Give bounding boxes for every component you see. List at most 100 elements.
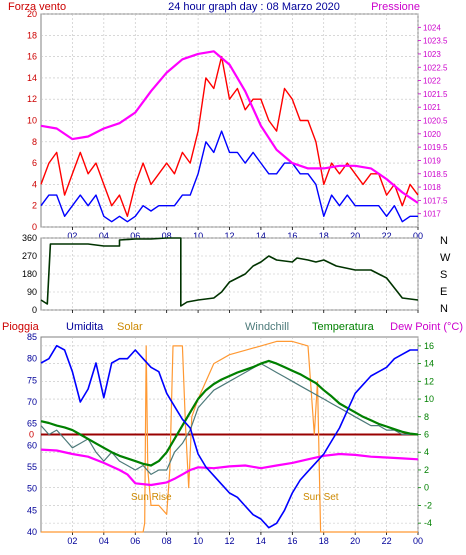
x-tick-label: 12 [224,536,234,546]
x-tick-label: 14 [256,536,266,546]
y-right-tick-label: 1018.5 [423,170,448,179]
wind-axis-title: Forza vento [8,1,66,13]
x-tick-label: 08 [162,536,172,546]
x-tick-label: 06 [130,231,140,241]
y-left-tick-label: 80 [27,354,37,364]
y-left-tick-label: 18 [27,30,37,40]
y-right-tick-label: 1022 [423,77,441,86]
sunset-annotation: Sun Set [303,492,339,503]
y-left-tick-label: 0 [32,222,37,232]
y-right-tick-label: 8 [424,412,429,422]
y-right-tick-label: 1019.5 [423,143,448,152]
y-right-tick-label: 1024 [423,23,441,32]
x-tick-label: 16 [287,231,297,241]
compass-label: N [440,303,448,315]
y-right-tick-label: 1021.5 [423,90,448,99]
y-right-tick-label: 1021 [423,103,441,112]
temperature-label: Temperatura [312,321,375,333]
x-tick-label: 00 [413,231,423,241]
y-right-tick-label: 1023 [423,50,441,59]
x-tick-label: 18 [319,231,329,241]
humidity-label: Umidita [66,321,104,333]
y-right-tick-label: 1023.5 [423,37,448,46]
y-right-tick-label: 16 [424,341,434,351]
solar-label: Solar [117,321,143,333]
x-tick-label: 02 [67,231,77,241]
y-right-tick-label: 14 [424,359,434,369]
y-left-tick-label: 6 [32,158,37,168]
panel-wind-ticks: 02 04 06 08 10 12 14 16 18 20 22 000246810121416182… [27,9,448,241]
x-tick-label: 22 [382,536,392,546]
y-left-tick-label: 65 [27,419,37,429]
y-left-tick-label: 4 [32,179,37,189]
y-left-tick-label: 10 [27,116,37,126]
y-right-tick-label: 12 [424,376,434,386]
pressure-line [40,50,419,204]
y-left-tick-label: 8 [32,137,37,147]
wind-direction-line [40,237,419,307]
y-left-tick-label: 16 [27,52,37,62]
y-left-tick-label: 85 [27,332,37,342]
y-left-tick-label: 70 [27,397,37,407]
x-tick-label: 00 [413,536,423,546]
compass-label: W [440,252,451,264]
x-tick-label: 02 [67,536,77,546]
temperature-line [40,359,419,467]
wind-gust-line [40,55,419,218]
y-right-tick-label: 1018 [423,183,441,192]
y-left-tick-label: 270 [22,251,37,261]
y-left-tick-label: 60 [27,440,37,450]
windchill-label: Windchill [245,321,289,333]
y-left-tick-label: 0 [32,305,37,315]
y-left-tick-label: 12 [27,94,37,104]
sunrise-annotation: Sun Rise [131,492,172,503]
x-tick-label: 16 [287,536,297,546]
rain-label: Pioggia [2,321,40,333]
x-tick-label: 10 [193,231,203,241]
y-left-tick-label: 50 [27,484,37,494]
y-right-tick-label: 4 [424,447,429,457]
panel-temperature-series [40,340,419,533]
panel-temperature-ticks: 02 04 06 08 10 12 14 16 18 20 22 004045505560657075… [27,332,434,546]
y-right-tick-label: 10 [424,394,434,404]
y-left-tick-label: 45 [27,505,37,515]
x-tick-label: 04 [99,231,109,241]
y-left-tick-label: 90 [27,287,37,297]
compass-label: E [440,286,447,298]
x-tick-label: 06 [130,536,140,546]
compass-label: S [440,269,447,281]
x-tick-label: 08 [162,231,172,241]
y-left-tick-label: 14 [27,73,37,83]
y-left-tick-label: 40 [27,527,37,537]
x-tick-label: 04 [99,536,109,546]
compass-label: N [440,235,448,247]
x-tick-label: 12 [224,231,234,241]
pressure-axis-title: Pressione [371,1,420,13]
y-left-tick-label: 180 [22,269,37,279]
y-left-tick-label: 360 [22,233,37,243]
windchill-line [40,363,418,475]
x-tick-label: 10 [193,536,203,546]
x-tick-label: 14 [256,231,266,241]
panel-direction-series [40,237,419,307]
y-right-tick-label: 2 [424,465,429,475]
y-left-tick-label: 20 [27,9,37,19]
chart-title: 24 hour graph day : 08 Marzo 2020 [168,1,340,13]
y-right-tick-label: -2 [424,500,432,510]
wind-average-line [40,130,418,223]
dewpoint-label: Dew Point (°C) [390,321,463,333]
x-tick-label: 20 [350,536,360,546]
y-right-tick-label: 0 [424,483,429,493]
y-right-tick-label: 6 [424,430,429,440]
y-right-tick-label: -4 [424,518,432,528]
x-tick-label: 18 [319,536,329,546]
humidity-line [40,344,418,529]
y-right-tick-label: 1020.5 [423,117,448,126]
x-tick-label: 20 [350,231,360,241]
panel-wind-series [40,50,419,223]
y-right-tick-label: 1020 [423,130,441,139]
y-left-tick-label: 55 [27,462,37,472]
